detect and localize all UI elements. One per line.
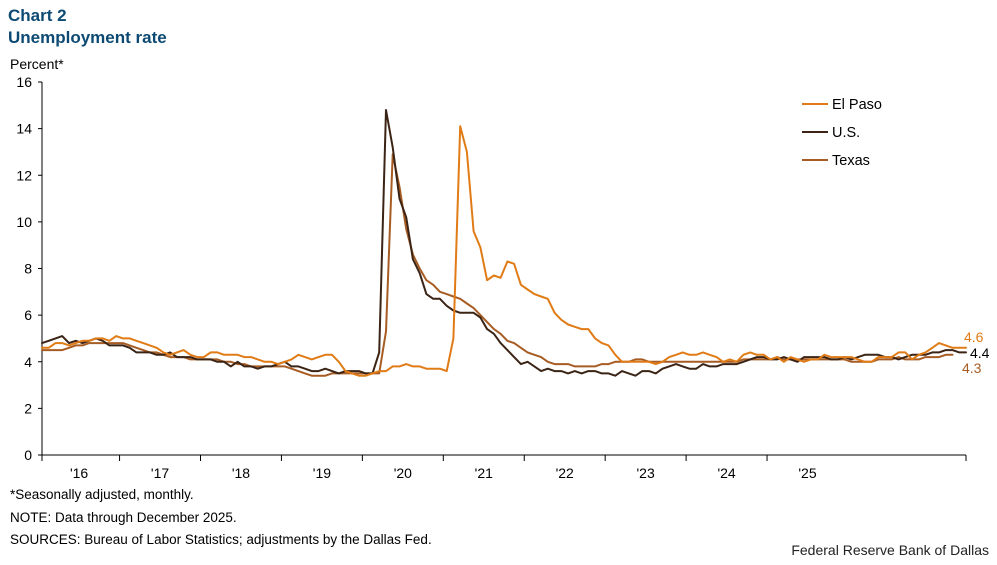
x-tick-label: '18 <box>232 465 250 481</box>
legend-label-texas: Texas <box>832 153 870 169</box>
data-through-note: NOTE: Data through December 2025. <box>10 510 237 525</box>
y-tick-label: 4 <box>24 354 32 370</box>
x-tick-label: '21 <box>475 465 493 481</box>
y-axis-unit-label: Percent* <box>10 56 64 72</box>
y-tick-label: 0 <box>24 447 32 463</box>
chart-title: Unemployment rate <box>8 28 167 47</box>
y-tick-label: 10 <box>16 214 32 230</box>
end-label-texas: 4.3 <box>962 360 982 376</box>
series-lines <box>41 109 967 377</box>
legend-label-el-paso: El Paso <box>832 97 882 113</box>
sources-note: SOURCES: Bureau of Labor Statistics; adj… <box>10 532 432 547</box>
seasonal-adjustment-note: *Seasonally adjusted, monthly. <box>10 487 194 502</box>
chart-axes: 0 2 4 6 8 10 12 14 16 '16 '17 '18 '19 '20 '21 '22 '23 '24… <box>16 74 967 481</box>
y-tick-label: 16 <box>16 74 32 90</box>
x-tick-label: '16 <box>70 465 88 481</box>
x-tick-label: '22 <box>556 465 574 481</box>
end-label-u-s: 4.4 <box>970 345 990 361</box>
x-tick-label: '17 <box>151 465 169 481</box>
chart-label: Chart 2 <box>8 6 67 25</box>
legend-label-u-s: U.S. <box>832 125 860 141</box>
legend: El Paso U.S. Texas <box>802 97 882 169</box>
series-line-u-s <box>41 109 967 377</box>
x-tick-label: '25 <box>798 465 816 481</box>
y-tick-label: 8 <box>24 261 32 277</box>
x-tick-label: '24 <box>717 465 735 481</box>
y-tick-label: 6 <box>24 307 32 323</box>
series-line-texas <box>41 153 954 377</box>
y-tick-label: 14 <box>16 121 32 137</box>
x-tick-label: '23 <box>637 465 655 481</box>
end-label-el-paso: 4.6 <box>964 329 984 345</box>
x-tick-label: '19 <box>313 465 331 481</box>
y-tick-label: 2 <box>24 400 32 416</box>
credit-text: Federal Reserve Bank of Dallas <box>791 542 989 558</box>
series-line-el-paso <box>41 125 967 377</box>
x-tick-label: '20 <box>394 465 412 481</box>
y-tick-label: 12 <box>16 167 32 183</box>
end-value-labels: 4.64.44.3 <box>962 329 990 376</box>
